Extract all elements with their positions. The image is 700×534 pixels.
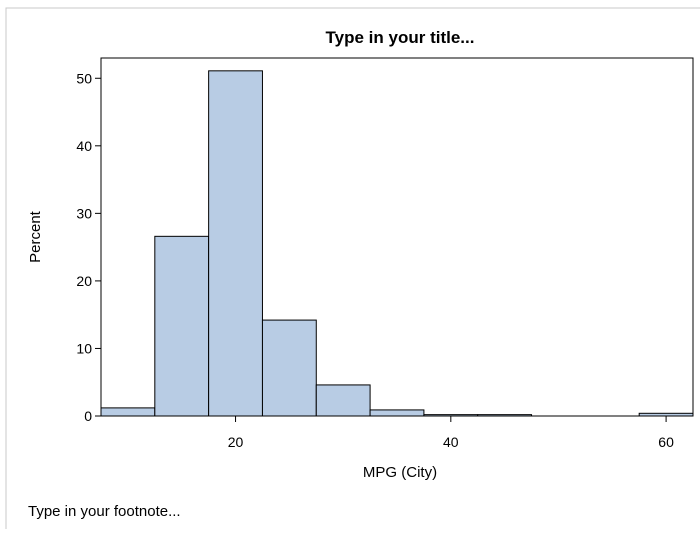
plot-area	[100, 57, 694, 417]
y-axis: 0 10 20 30 40 50	[76, 70, 101, 424]
x-axis-label: MPG (City)	[363, 464, 437, 481]
x-axis: 20 40 60	[228, 416, 674, 450]
y-tick-label: 40	[76, 138, 92, 154]
x-tick-label: 40	[443, 434, 459, 450]
chart-title: Type in your title...	[326, 28, 475, 47]
histogram-bar	[369, 409, 425, 417]
chart-border	[5, 7, 700, 534]
y-tick-label: 0	[84, 408, 92, 424]
histogram-bar	[154, 235, 210, 417]
histogram-bar	[315, 384, 371, 417]
chart-footnote: Type in your footnote...	[28, 503, 181, 520]
y-tick-label: 20	[76, 273, 92, 289]
y-tick-label: 10	[76, 340, 92, 356]
y-axis-label: Percent	[27, 210, 44, 263]
y-tick-label: 30	[76, 205, 92, 221]
histogram-bar	[100, 407, 156, 417]
bars-group	[100, 70, 694, 417]
y-tick-label: 50	[76, 70, 92, 86]
histogram-bar	[208, 70, 263, 417]
x-tick-label: 20	[228, 434, 244, 450]
histogram-bar	[261, 319, 317, 417]
x-tick-label: 60	[658, 434, 674, 450]
